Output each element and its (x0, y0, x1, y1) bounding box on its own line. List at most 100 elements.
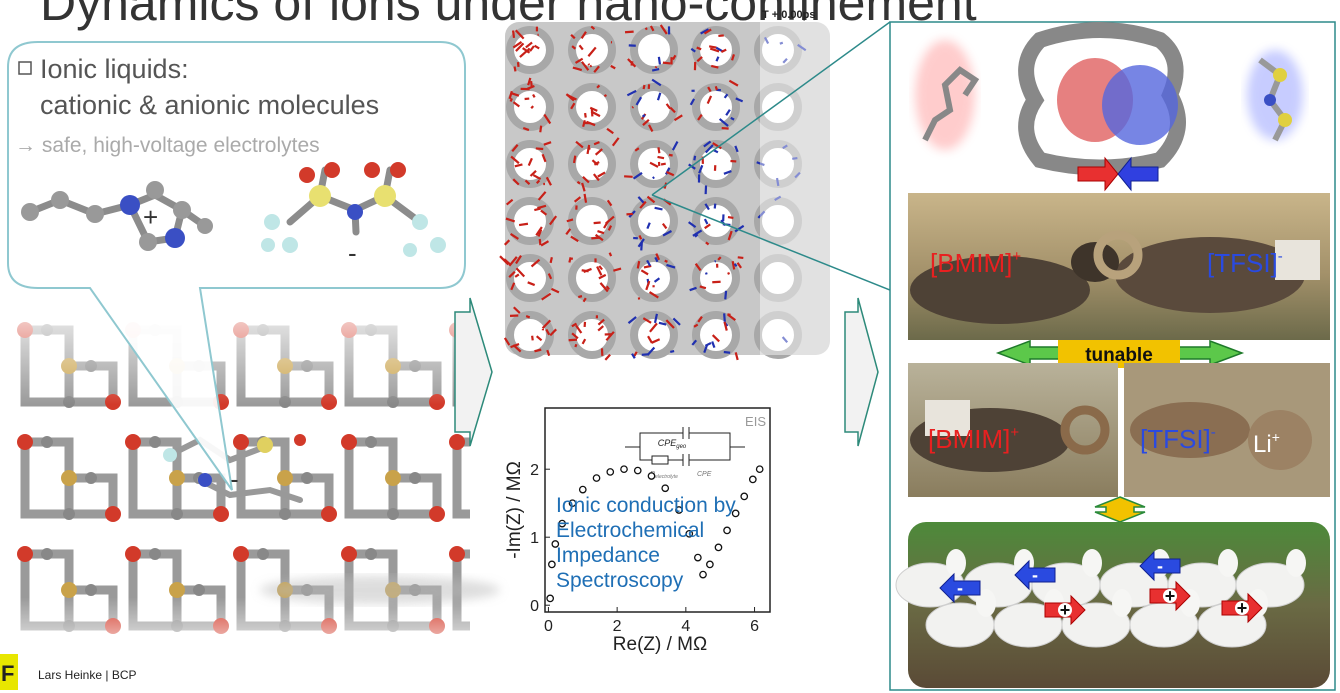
ion-fragment (538, 238, 542, 246)
ion-fragment (575, 324, 583, 334)
ion-fragment (693, 323, 699, 328)
ion-fragment (549, 256, 553, 264)
ion-fragment (515, 42, 525, 52)
ion-fragment (645, 280, 651, 291)
ion-fragment (545, 328, 551, 336)
ion-fragment (794, 171, 801, 179)
bullet (18, 61, 32, 75)
ion-fragment (657, 155, 665, 160)
ion-fragment (627, 58, 637, 68)
ion-fragment (706, 95, 713, 105)
ion-fragment (594, 148, 603, 156)
ion-fragment (688, 221, 697, 229)
ion-fragment (582, 176, 590, 184)
ion-fragment (593, 141, 600, 146)
data-point (699, 570, 707, 579)
ion-fragment (658, 321, 667, 326)
ion-fragment (668, 153, 673, 157)
ion-fragment (568, 257, 572, 263)
caption-line: Spectroscopy (556, 569, 684, 592)
y-tick-label: 1 (530, 530, 539, 547)
ion-fragment (648, 291, 659, 299)
ion-fragment (669, 106, 676, 114)
ion-fragment (646, 259, 652, 267)
ion-fragment (756, 161, 765, 167)
caption-line: Electrochemical (556, 519, 704, 542)
rams-photo (908, 193, 1330, 340)
ion-fragment (704, 223, 711, 230)
ion-fragment (570, 102, 576, 110)
callout-note: → safe, high-voltage electrolytes (15, 134, 320, 157)
ion-fragment (568, 338, 578, 342)
ion-fragment (587, 46, 597, 57)
ion-fragment (656, 92, 662, 101)
ion-fragment (603, 220, 610, 229)
pore (754, 197, 802, 245)
data-point (558, 519, 567, 528)
ion-fragment (670, 350, 675, 353)
data-point (685, 529, 694, 538)
ion-sign: - (957, 578, 963, 598)
zoom-line (651, 194, 891, 291)
label-sup: - (1278, 248, 1283, 265)
ion-fragment (530, 81, 533, 88)
ion-fragment (646, 195, 656, 204)
ion-fragment (652, 176, 655, 180)
ion-fragment (610, 64, 616, 70)
ion-fragment (711, 341, 716, 348)
logo-letter: F (1, 661, 14, 686)
ion-fragment (571, 322, 578, 328)
circuit-text: CPE (658, 438, 678, 448)
pore (506, 83, 554, 131)
x-tick-label: 6 (750, 618, 759, 635)
ion-fragment (527, 77, 532, 86)
ion-fragment (720, 48, 727, 53)
ion-fragment (693, 155, 697, 161)
ion-fragment (505, 198, 514, 206)
ion-fragment (613, 267, 622, 272)
x-axis-label: Re(Z) / MΩ (613, 634, 707, 655)
ion-fragment (537, 229, 543, 237)
ion-fragment (531, 335, 534, 341)
ion-fragment (697, 114, 703, 121)
ion-fragment (607, 225, 613, 231)
ion-fragment (633, 351, 638, 357)
ion-fragment (512, 101, 520, 108)
ion-fragment (700, 28, 710, 35)
ion-fragment (539, 125, 543, 133)
data-point (723, 526, 731, 535)
sign-disc (1235, 601, 1249, 615)
ion-fragment (717, 256, 722, 261)
ion-fragment (604, 353, 611, 361)
ion-fragment (704, 144, 714, 154)
ion-fragment (653, 277, 661, 283)
ion-fragment (723, 313, 726, 322)
cation-charge: + (143, 202, 158, 232)
ion-fragment (581, 182, 586, 192)
data-point (714, 543, 723, 552)
ion-fragment (782, 57, 788, 64)
ion-fragment (583, 193, 588, 203)
ion-fragment (522, 126, 530, 132)
lithium-label: Li+ (1253, 429, 1280, 458)
y-tick-label: 0 (530, 598, 539, 615)
x-tick-label: 4 (681, 618, 690, 635)
ion-fragment (549, 328, 557, 337)
ion-fragment (691, 339, 698, 346)
data-point (548, 560, 556, 569)
ion-fragment (698, 164, 704, 174)
caption-line: Impedance (556, 544, 660, 567)
ion-fragment (597, 325, 604, 332)
ion-fragment (596, 84, 601, 89)
ion-fragment (527, 281, 536, 287)
x-tick-label: 2 (613, 618, 622, 635)
data-point (755, 465, 764, 474)
timestamp: T + 0.00ps (762, 9, 816, 21)
ion-fragment (728, 79, 739, 87)
data-point (578, 485, 587, 494)
ion-fragment (580, 31, 587, 40)
ion-fragment (638, 234, 643, 240)
ion-fragment (598, 273, 607, 280)
ion-fragment (707, 86, 712, 93)
goat-head (1218, 549, 1238, 577)
